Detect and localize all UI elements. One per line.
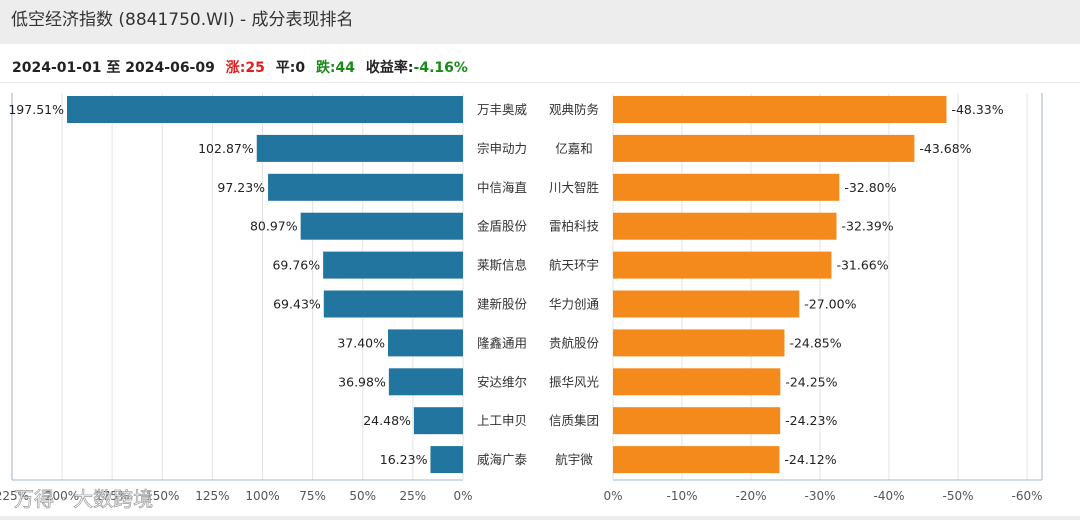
- gainer-name: 建新股份: [477, 297, 528, 312]
- x-tick-left: 75%: [299, 489, 326, 503]
- x-tick-left: 225%: [0, 489, 29, 503]
- gainer-bar: [66, 96, 464, 123]
- flat-count: 平:0: [276, 60, 305, 76]
- gainer-name: 上工申贝: [477, 413, 527, 428]
- loser-name: 信质集团: [549, 413, 599, 428]
- gainer-value-label: 69.76%: [272, 258, 320, 273]
- gainer-bar: [413, 407, 463, 435]
- loser-bar: [613, 329, 785, 357]
- gainer-value-label: 197.51%: [8, 102, 64, 117]
- flat-value: 0: [295, 60, 306, 76]
- gainer-value-label: 102.87%: [198, 141, 254, 156]
- loser-bar: [613, 368, 781, 396]
- gainer-name: 万丰奥威: [477, 102, 528, 117]
- gainer-bar: [388, 329, 463, 357]
- gainer-name: 威海广泰: [477, 452, 528, 467]
- watermark-logo: 万得 · 大数跨境: [14, 487, 153, 511]
- loser-name: 航宇微: [555, 452, 593, 467]
- loser-bar: [613, 212, 837, 240]
- loser-name: 振华风光: [549, 374, 599, 389]
- loser-name: 川大智胜: [549, 180, 599, 195]
- gainer-value-label: 97.23%: [217, 180, 265, 195]
- loser-value-label: -31.66%: [836, 258, 888, 273]
- loser-value-label: -43.68%: [919, 141, 971, 156]
- x-tick-left: 25%: [400, 489, 427, 503]
- loser-value-label: -24.25%: [785, 374, 837, 389]
- loser-name: 贵航股份: [549, 335, 600, 350]
- gainer-name: 宗申动力: [477, 141, 527, 156]
- x-tick-right: -60%: [1011, 489, 1042, 503]
- x-tick-right: -40%: [873, 489, 904, 503]
- loser-value-label: -48.33%: [951, 102, 1003, 117]
- x-tick-left: 125%: [195, 489, 229, 503]
- gainer-value-label: 24.48%: [363, 413, 411, 428]
- x-tick-left: 200%: [45, 489, 79, 503]
- gainer-name: 金盾股份: [477, 219, 528, 234]
- gainer-bar: [323, 290, 463, 318]
- x-tick-right: -10%: [666, 489, 697, 503]
- loser-bar: [613, 251, 832, 279]
- x-tick-right: 0%: [603, 489, 622, 503]
- gainer-bar: [388, 368, 463, 396]
- up-value: 25: [245, 60, 265, 76]
- loser-value-label: -32.80%: [844, 180, 896, 195]
- return-value: -4.16%: [413, 60, 468, 76]
- down-count: 跌:44: [316, 60, 355, 76]
- loser-name: 亿嘉和: [555, 141, 593, 156]
- x-tick-right: -50%: [942, 489, 973, 503]
- gainer-value-label: 80.97%: [250, 219, 298, 234]
- gainer-value-label: 16.23%: [380, 452, 428, 467]
- gainer-bar: [256, 134, 463, 162]
- loser-value-label: -24.23%: [785, 413, 837, 428]
- gainer-name: 安达维尔: [477, 374, 527, 389]
- summary-bar: 2024-01-01 至 2024-06-09 涨:25 平:0 跌:44 收益…: [12, 58, 474, 78]
- x-tick-left: 150%: [145, 489, 179, 503]
- x-tick-left: 0%: [453, 489, 472, 503]
- gainer-name: 中信海直: [477, 180, 527, 195]
- loser-bar: [613, 173, 840, 201]
- loser-value-label: -24.85%: [789, 335, 841, 350]
- loser-name: 雷柏科技: [549, 219, 600, 234]
- gainer-value-label: 69.43%: [273, 297, 321, 312]
- gainer-name: 隆鑫通用: [477, 335, 527, 350]
- loser-bar: [613, 96, 947, 123]
- loser-value-label: -27.00%: [804, 297, 856, 312]
- loser-value-label: -24.12%: [784, 452, 836, 467]
- header-divider: [0, 82, 1080, 83]
- bottom-strip: [0, 516, 1080, 520]
- gainer-bar: [268, 173, 463, 201]
- page-title: 低空经济指数 (8841750.WI) - 成分表现排名: [0, 0, 1080, 44]
- gainer-bar: [430, 446, 463, 474]
- gainer-bar: [323, 251, 463, 279]
- date-range: 2024-01-01 至 2024-06-09: [12, 60, 215, 76]
- performance-chart: 225% 200% 175% 150% 125% 100% 75% 50% 25% 0% 0% -10…: [0, 93, 1043, 511]
- flat-label: 平:: [275, 60, 296, 76]
- down-value: 44: [335, 60, 356, 76]
- gainer-value-label: 36.98%: [338, 374, 386, 389]
- x-tick-left: 50%: [349, 489, 376, 503]
- loser-bar: [613, 407, 781, 435]
- return-label: 收益率:: [365, 60, 414, 76]
- x-tick-left: 175%: [95, 489, 129, 503]
- loser-bar: [613, 134, 915, 162]
- up-label: 涨:: [225, 60, 246, 76]
- loser-bar: [613, 290, 800, 318]
- loser-name: 华力创通: [549, 297, 600, 312]
- x-tick-right: -30%: [804, 489, 835, 503]
- up-count: 涨:25: [226, 60, 265, 76]
- gainer-bar: [300, 212, 463, 240]
- return-rate: 收益率:-4.16%: [366, 60, 468, 76]
- loser-name: 航天环宇: [549, 258, 599, 273]
- x-tick-right: -20%: [735, 489, 766, 503]
- x-tick-left: 100%: [245, 489, 279, 503]
- gainer-value-label: 37.40%: [337, 335, 385, 350]
- down-label: 跌:: [315, 60, 336, 76]
- loser-bar: [613, 446, 780, 474]
- gainer-name: 莱斯信息: [477, 258, 527, 273]
- loser-name: 观典防务: [549, 102, 599, 117]
- loser-value-label: -32.39%: [841, 219, 893, 234]
